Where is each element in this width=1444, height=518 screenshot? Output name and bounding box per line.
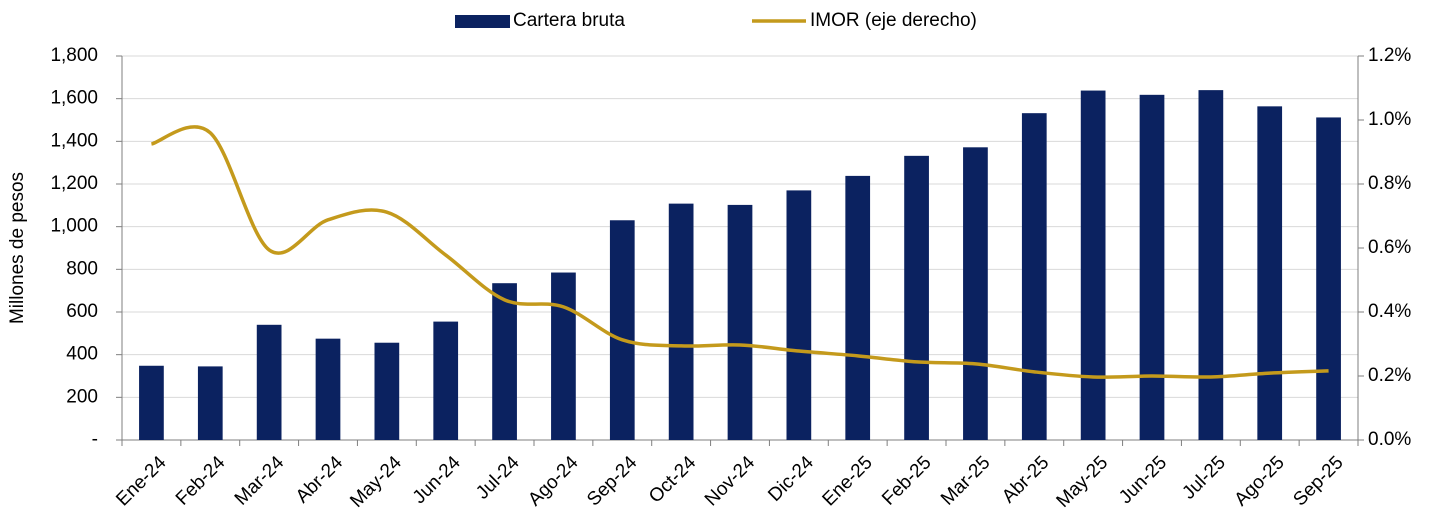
x-tick-label: Jun-25: [1115, 452, 1171, 508]
bar: [1021, 113, 1047, 440]
bar: [727, 204, 753, 440]
x-tick-label: May-25: [1053, 452, 1113, 512]
bar: [139, 365, 164, 440]
bar: [1257, 106, 1283, 440]
x-tick-label: Jul-24: [472, 452, 524, 504]
bar: [1198, 90, 1224, 440]
legend-label: IMOR (eje derecho): [810, 10, 977, 31]
y2-tick-label: 1.0%: [1368, 109, 1411, 130]
bar: [315, 338, 341, 440]
bar: [963, 147, 988, 440]
y2-tick-label: 0.8%: [1368, 173, 1411, 194]
y2-tick-label: 1.2%: [1368, 45, 1411, 66]
bar: [256, 324, 282, 440]
x-tick-label: Ago-25: [1231, 452, 1289, 510]
x-tick-label: Abr-24: [292, 452, 347, 507]
x-tick-label: Feb-25: [878, 452, 935, 509]
x-tick-label: Ene-24: [112, 452, 170, 510]
x-tick-label: Feb-24: [172, 452, 230, 510]
y2-tick-label: 0.6%: [1368, 237, 1411, 258]
y-tick-label: 1,400: [50, 130, 98, 151]
bar: [374, 342, 400, 440]
bar: [668, 203, 694, 440]
x-tick-label: Ago-24: [524, 452, 582, 510]
bar: [551, 272, 576, 440]
legend-swatch: [455, 15, 510, 28]
x-tick-label: Nov-24: [701, 452, 759, 510]
y2-tick-label: 0.0%: [1368, 429, 1411, 450]
y-tick-label: 400: [66, 344, 98, 365]
x-tick-label: Mar-24: [231, 452, 289, 510]
y-tick-label: -: [92, 429, 98, 450]
y-tick-label: 200: [66, 386, 98, 407]
x-tick-label: Sep-24: [583, 452, 641, 510]
bar: [1316, 117, 1341, 440]
bar: [786, 190, 812, 440]
x-tick-label: Oct-24: [645, 452, 700, 507]
legend-label: Cartera bruta: [513, 10, 625, 31]
y-tick-label: 1,600: [50, 88, 98, 109]
y2-tick-label: 0.4%: [1368, 301, 1411, 322]
bar: [197, 366, 223, 440]
y-tick-label: 1,200: [50, 173, 98, 194]
y2-tick-label: 0.2%: [1368, 365, 1411, 386]
x-tick-label: Mar-25: [937, 452, 994, 509]
y-tick-label: 1,800: [50, 45, 98, 66]
x-tick-label: Abr-25: [998, 452, 1053, 507]
x-tick-label: Jul-25: [1178, 452, 1229, 503]
bar: [609, 220, 635, 440]
bar: [1139, 94, 1165, 441]
y-tick-label: 1,000: [50, 216, 98, 237]
bar: [1080, 90, 1106, 440]
line: [150, 125, 1329, 379]
x-tick-label: Ene-25: [819, 452, 877, 510]
x-tick-label: May-24: [346, 452, 406, 512]
x-tick-label: Sep-25: [1289, 452, 1347, 510]
bar: [904, 155, 929, 440]
bar: [845, 175, 871, 441]
x-tick-label: Dic-24: [764, 452, 818, 506]
y-tick-label: 800: [66, 258, 98, 279]
x-tick-label: Jun-24: [409, 452, 465, 508]
bar: [492, 283, 517, 440]
y-axis-label: Millones de pesos: [7, 172, 28, 324]
bar: [433, 321, 459, 440]
y-tick-label: 600: [66, 301, 98, 322]
